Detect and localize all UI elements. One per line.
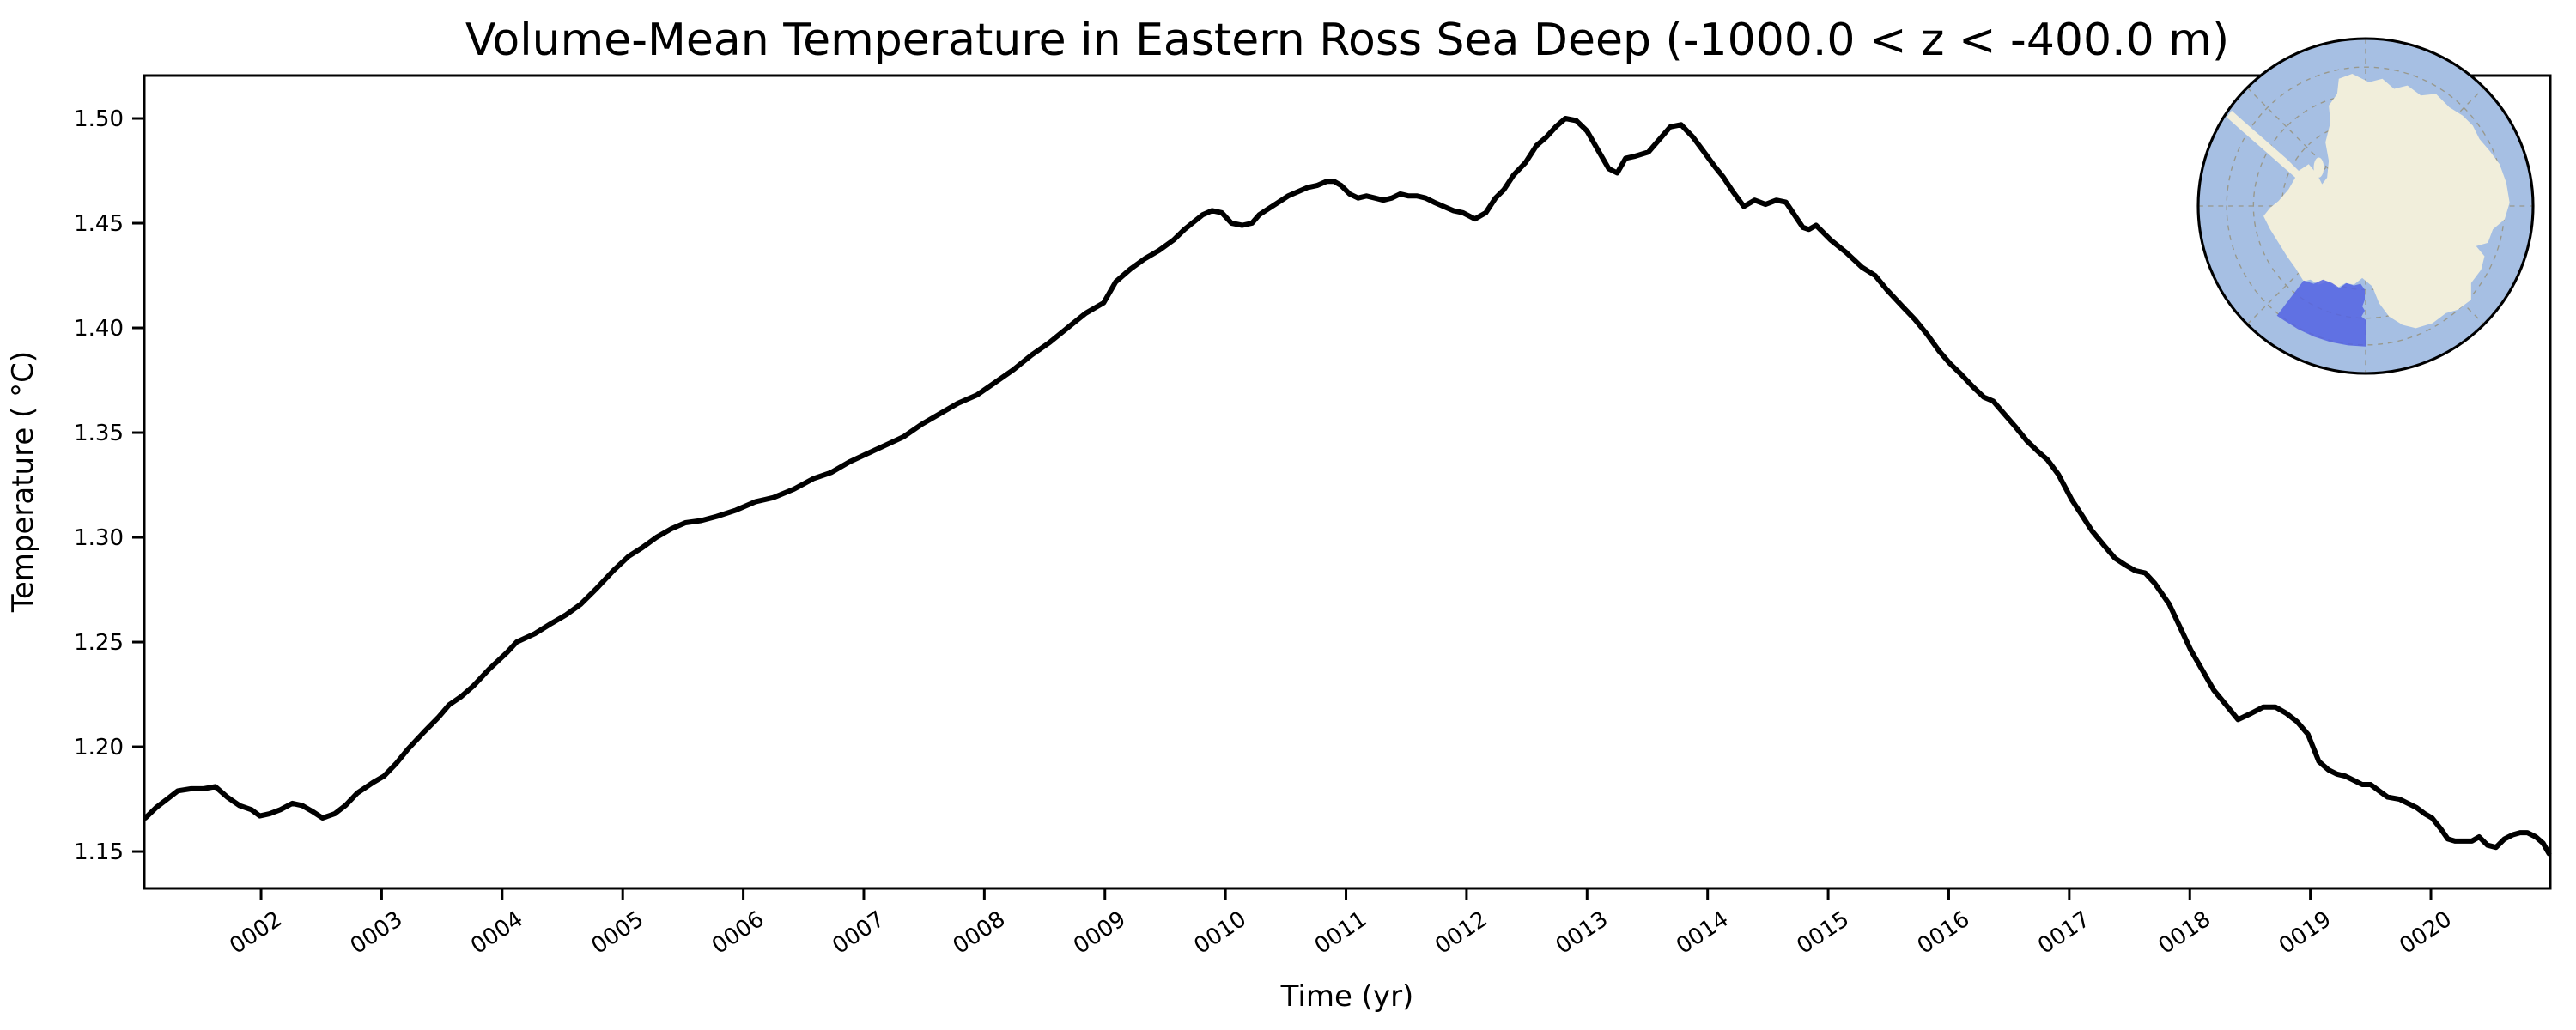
- x-tick-label: 0017: [2033, 906, 2095, 960]
- x-tick-label: 0005: [586, 906, 648, 960]
- x-axis-ticks: 0002 0003 0004 0005 0006 0007 0008 0009 0010 0011…: [225, 888, 2457, 960]
- y-tick-label: 1.45: [74, 211, 124, 237]
- highlighted-region-eastern-ross-sea: [2276, 279, 2366, 347]
- y-tick-label: 1.20: [74, 735, 124, 760]
- x-tick-label: 0003: [346, 906, 408, 960]
- x-tick-label: 0014: [1672, 906, 1734, 960]
- y-axis-label: Temperature ( °C): [6, 351, 40, 613]
- x-tick-label: 0020: [2395, 906, 2457, 960]
- x-tick-label: 0013: [1552, 906, 1613, 960]
- x-tick-label: 0019: [2275, 906, 2336, 960]
- small-island: [2313, 157, 2324, 178]
- x-tick-label: 0007: [828, 906, 890, 960]
- x-tick-label: 0016: [1913, 906, 1975, 960]
- y-axis-ticks: 1.15 1.20 1.25 1.30 1.35 1.40 1.45 1.50: [74, 106, 144, 865]
- antarctica-inset-map: [2196, 37, 2535, 375]
- map-border: [2196, 37, 2535, 375]
- temperature-line: [143, 116, 2552, 857]
- y-tick-label: 1.15: [74, 839, 124, 865]
- x-tick-label: 0011: [1310, 906, 1372, 960]
- y-tick-label: 1.35: [74, 421, 124, 446]
- y-tick-label: 1.50: [74, 106, 124, 132]
- chart-title: Volume-Mean Temperature in Eastern Ross …: [465, 15, 2229, 66]
- y-tick-label: 1.40: [74, 316, 124, 342]
- x-tick-label: 0006: [708, 906, 769, 960]
- x-tick-label: 0008: [949, 906, 1011, 960]
- x-tick-label: 0015: [1792, 906, 1854, 960]
- antarctica-landmass: [2227, 73, 2510, 329]
- x-tick-label: 0004: [466, 906, 528, 960]
- x-tick-label: 0009: [1069, 906, 1131, 960]
- x-tick-label: 0012: [1431, 906, 1492, 960]
- y-tick-label: 1.25: [74, 630, 124, 656]
- x-tick-label: 0010: [1189, 906, 1251, 960]
- x-tick-label: 0002: [225, 906, 287, 960]
- y-tick-label: 1.30: [74, 525, 124, 551]
- plot-border: [143, 74, 2552, 890]
- ross-island: [2339, 264, 2348, 276]
- x-tick-label: 0018: [2154, 906, 2216, 960]
- x-axis-label: Time (yr): [1280, 979, 1414, 1014]
